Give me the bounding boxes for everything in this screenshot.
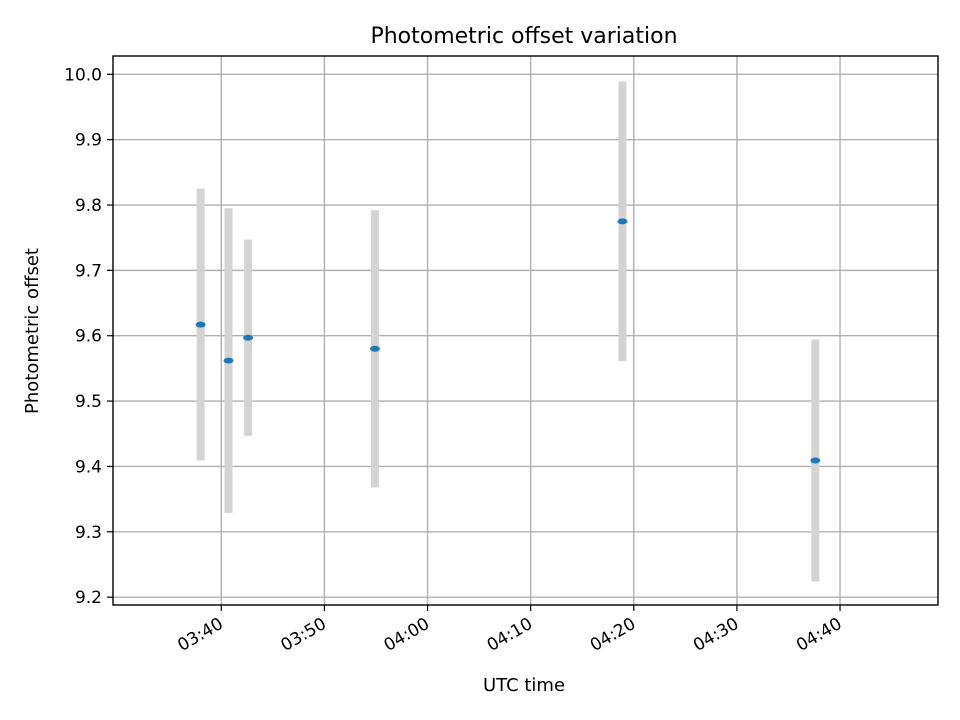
y-tick-label: 9.2 <box>75 588 102 608</box>
y-tick-label: 9.8 <box>75 196 102 216</box>
chart-title: Photometric offset variation <box>370 24 677 49</box>
y-tick-label: 9.5 <box>75 392 102 412</box>
data-point <box>810 457 821 464</box>
y-tick-label: 9.4 <box>75 457 102 477</box>
data-point <box>243 334 254 341</box>
y-tick-label: 9.6 <box>75 327 102 347</box>
y-tick-label: 9.3 <box>75 523 102 543</box>
grid <box>113 56 938 605</box>
y-tick-label: 9.7 <box>75 261 102 281</box>
data-points <box>195 218 821 464</box>
plot-frame <box>112 55 939 606</box>
y-tick-label: 10.0 <box>64 65 102 85</box>
y-tick-label: 9.9 <box>75 131 102 151</box>
y-axis-label: Photometric offset <box>22 248 43 414</box>
data-point <box>223 357 234 364</box>
data-point <box>369 345 380 352</box>
data-point <box>195 321 206 328</box>
y-axis: 9.2 9.3 9.4 9.5 9.6 9.7 9.8 9.9 10.0 <box>64 65 113 608</box>
data-point <box>617 218 628 225</box>
x-axis-label: UTC time <box>483 675 565 696</box>
